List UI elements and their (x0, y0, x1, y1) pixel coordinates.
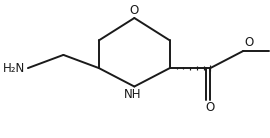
Text: O: O (245, 36, 254, 49)
Text: NH: NH (124, 88, 142, 101)
Text: O: O (206, 101, 215, 114)
Text: O: O (130, 4, 139, 17)
Text: H₂N: H₂N (3, 62, 25, 75)
